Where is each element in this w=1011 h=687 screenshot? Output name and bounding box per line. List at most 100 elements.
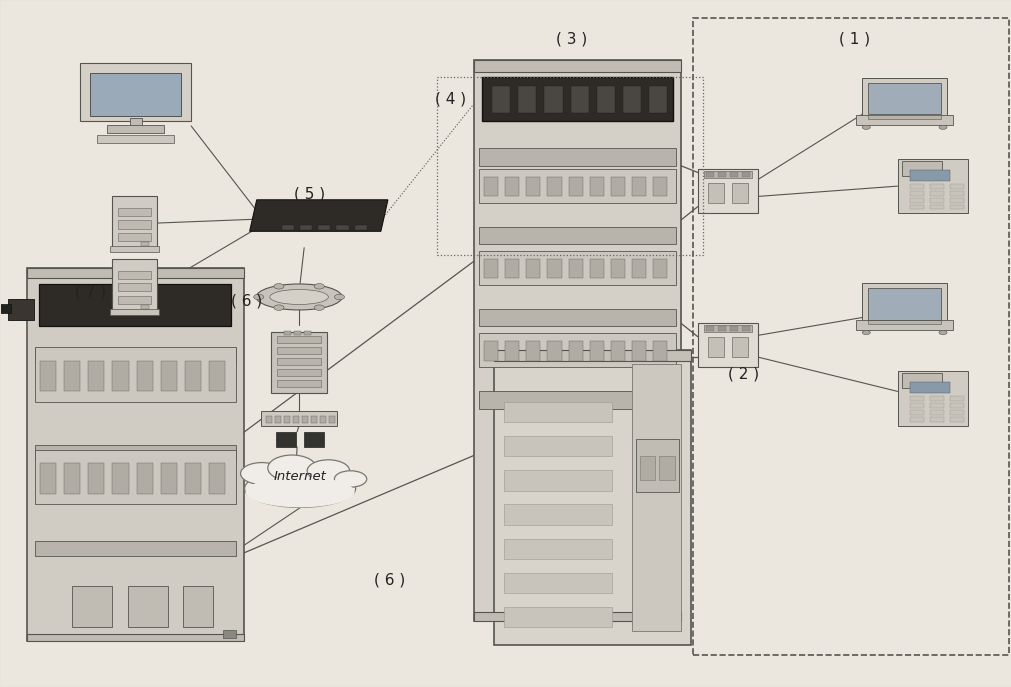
Bar: [276, 431, 296, 447]
Text: ( 6 ): ( 6 ): [374, 572, 405, 587]
Bar: [589, 259, 604, 278]
Bar: [929, 403, 943, 408]
Bar: [493, 350, 690, 644]
Bar: [483, 177, 497, 196]
Ellipse shape: [861, 330, 869, 335]
Bar: [707, 337, 723, 357]
Bar: [112, 463, 128, 494]
Bar: [112, 196, 157, 248]
Bar: [635, 438, 678, 492]
Bar: [503, 573, 612, 594]
Bar: [271, 332, 327, 394]
Bar: [909, 382, 949, 393]
Bar: [658, 456, 674, 480]
Bar: [867, 288, 940, 319]
Bar: [547, 341, 561, 361]
Bar: [107, 125, 164, 133]
Text: ( 7 ): ( 7 ): [75, 284, 106, 300]
Bar: [949, 184, 963, 189]
Bar: [855, 320, 952, 330]
Bar: [909, 417, 923, 422]
Bar: [867, 83, 940, 114]
Bar: [901, 373, 941, 388]
Ellipse shape: [274, 305, 284, 311]
Bar: [39, 463, 56, 494]
Bar: [729, 172, 737, 177]
Bar: [277, 347, 321, 354]
Bar: [26, 268, 244, 641]
Bar: [909, 184, 923, 189]
Bar: [491, 86, 510, 113]
Bar: [141, 305, 149, 308]
Bar: [118, 271, 151, 279]
Bar: [570, 86, 588, 113]
Bar: [568, 177, 582, 196]
Bar: [8, 299, 33, 319]
Bar: [623, 86, 641, 113]
Bar: [909, 403, 923, 408]
Bar: [867, 115, 940, 119]
Bar: [703, 171, 751, 178]
Ellipse shape: [246, 477, 354, 508]
Bar: [568, 341, 582, 361]
Bar: [705, 326, 713, 331]
Bar: [949, 205, 963, 210]
Bar: [261, 411, 337, 426]
Bar: [526, 177, 540, 196]
Bar: [34, 449, 236, 504]
Bar: [478, 148, 675, 166]
Bar: [547, 177, 561, 196]
Bar: [897, 371, 968, 426]
Bar: [653, 341, 667, 361]
Bar: [478, 227, 675, 245]
Bar: [611, 341, 625, 361]
Bar: [129, 118, 142, 126]
Bar: [707, 183, 723, 203]
Ellipse shape: [241, 462, 283, 484]
Bar: [64, 463, 80, 494]
Ellipse shape: [256, 284, 342, 310]
Bar: [185, 463, 201, 494]
Bar: [88, 361, 104, 392]
Bar: [611, 259, 625, 278]
Bar: [929, 417, 943, 422]
Bar: [478, 169, 675, 203]
Bar: [611, 177, 625, 196]
Bar: [478, 392, 675, 409]
Bar: [72, 587, 112, 627]
Bar: [302, 416, 308, 423]
Bar: [112, 259, 157, 311]
Bar: [949, 396, 963, 401]
Bar: [697, 169, 757, 214]
Bar: [632, 259, 646, 278]
Bar: [909, 396, 923, 401]
Bar: [483, 341, 497, 361]
Bar: [729, 326, 737, 331]
Bar: [112, 361, 128, 392]
Bar: [320, 416, 326, 423]
Bar: [478, 333, 675, 368]
Bar: [897, 159, 968, 214]
Bar: [38, 284, 232, 326]
Bar: [632, 177, 646, 196]
Bar: [909, 191, 923, 196]
Bar: [275, 416, 281, 423]
Bar: [518, 86, 536, 113]
Bar: [596, 86, 615, 113]
Ellipse shape: [245, 470, 355, 508]
Text: ( 2 ): ( 2 ): [727, 367, 758, 382]
Text: ( 1 ): ( 1 ): [838, 32, 868, 47]
Bar: [867, 320, 940, 324]
Bar: [503, 436, 612, 456]
Bar: [949, 198, 963, 203]
Bar: [731, 337, 747, 357]
Bar: [526, 259, 540, 278]
Bar: [473, 60, 680, 72]
Bar: [526, 341, 540, 361]
Text: ( 3 ): ( 3 ): [555, 32, 586, 47]
Bar: [478, 309, 675, 326]
Bar: [141, 243, 149, 246]
Bar: [731, 183, 747, 203]
Bar: [311, 416, 317, 423]
Bar: [949, 191, 963, 196]
